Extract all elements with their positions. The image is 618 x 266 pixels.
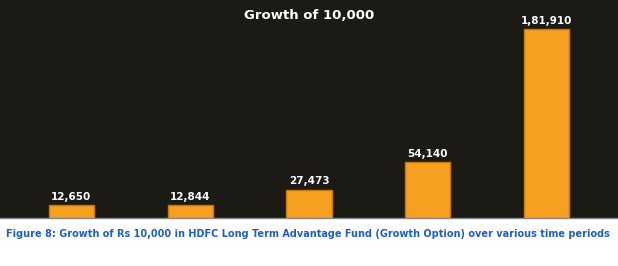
- Text: Figure 8: Growth of Rs 10,000 in HDFC Long Term Advantage Fund (Growth Option) o: Figure 8: Growth of Rs 10,000 in HDFC Lo…: [6, 229, 610, 239]
- Bar: [286, 190, 332, 218]
- Text: 12,650: 12,650: [51, 192, 91, 202]
- Text: 12,844: 12,844: [170, 192, 210, 202]
- Bar: [167, 205, 213, 218]
- Bar: [49, 205, 94, 218]
- Text: 27,473: 27,473: [289, 176, 329, 186]
- Bar: [524, 29, 569, 218]
- Text: 1,81,910: 1,81,910: [521, 16, 572, 26]
- Bar: [405, 162, 451, 218]
- Text: 54,140: 54,140: [408, 149, 448, 159]
- Text: Growth of 10,000: Growth of 10,000: [244, 9, 374, 22]
